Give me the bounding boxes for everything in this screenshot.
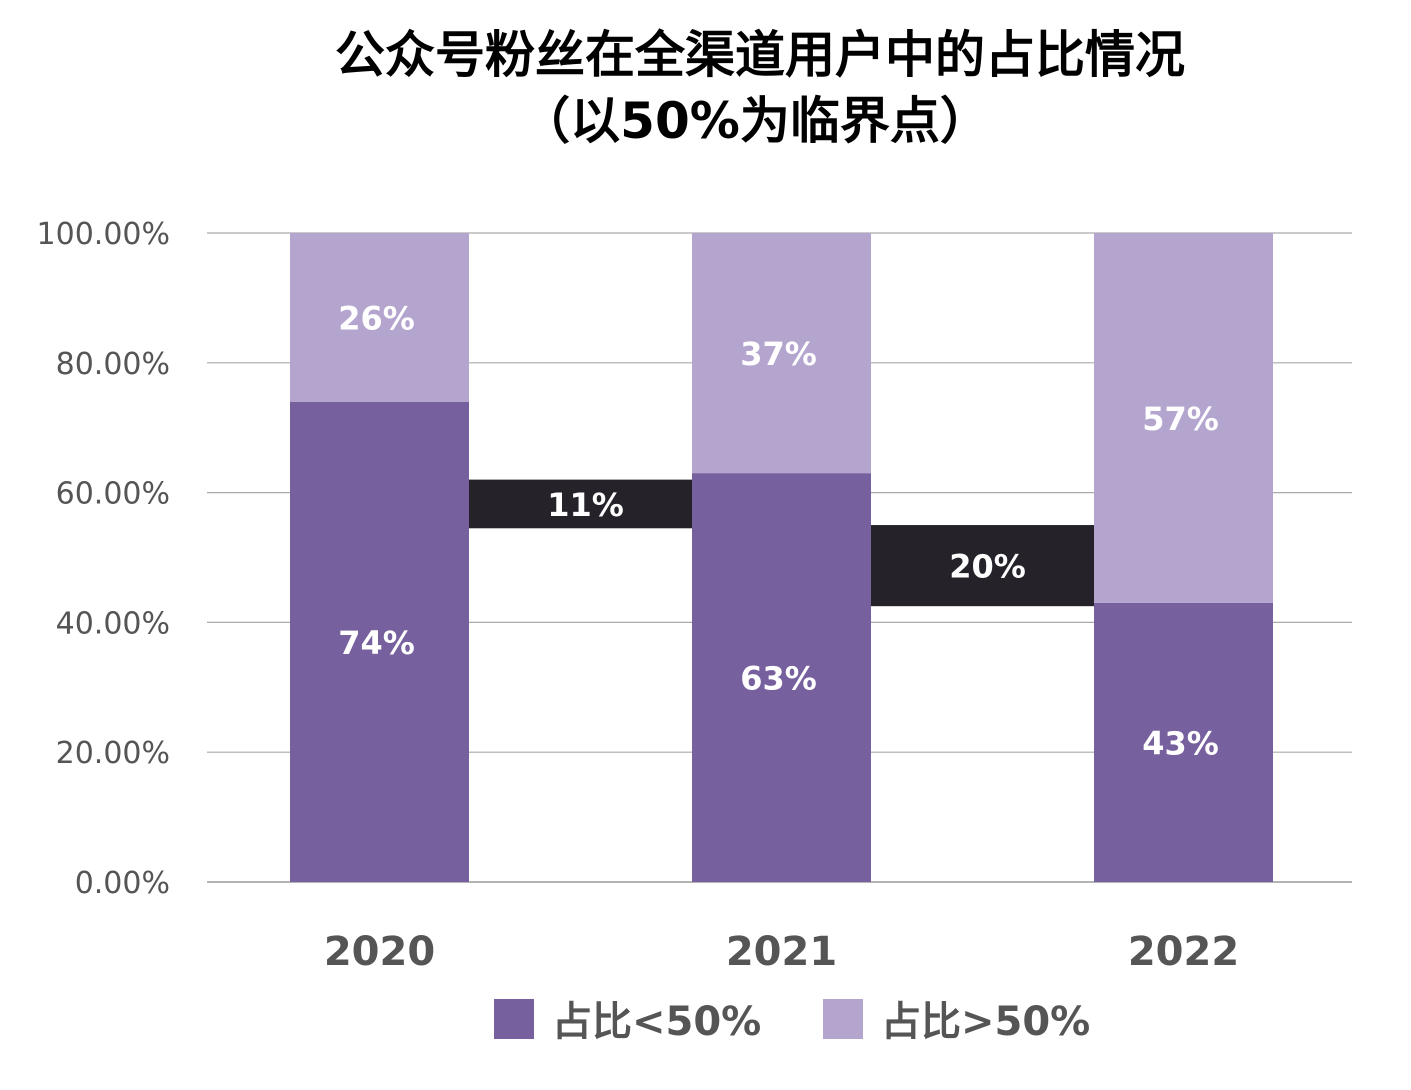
subtitle-line: （以50%为临界点） [520, 92, 990, 150]
data-label: 26% [338, 299, 415, 337]
data-label: 57% [1142, 400, 1219, 438]
legend-label: 占比<50% [552, 999, 761, 1045]
bar-segment [290, 233, 469, 402]
bar-segment [692, 233, 871, 474]
y-tick-label: 60.00% [56, 477, 170, 512]
bar-segment [290, 401, 469, 882]
legend-swatch [823, 999, 863, 1039]
y-tick-label: 100.00% [37, 217, 170, 252]
data-label: 37% [740, 335, 817, 373]
chart-title: 公众号粉丝在全渠道用户中的占比情况 （以50%为临界点） [0, 22, 1411, 154]
x-tick-label: 2022 [1128, 929, 1239, 975]
y-tick-label: 40.00% [56, 606, 170, 641]
x-tick-label: 2021 [726, 929, 837, 975]
difference-box [469, 479, 692, 529]
y-tick-label: 20.00% [56, 736, 170, 771]
x-tick-label: 2020 [324, 929, 435, 975]
legend-label: 占比>50% [881, 999, 1090, 1045]
y-tick-label: 0.00% [75, 866, 170, 901]
difference-box [871, 525, 1094, 607]
bar-segment [692, 473, 871, 882]
data-label: 74% [338, 624, 415, 662]
data-label: 43% [1142, 724, 1219, 762]
bar-segment [1094, 602, 1273, 882]
data-label: 63% [740, 660, 817, 698]
difference-label: 20% [949, 548, 1026, 586]
title-line: 公众号粉丝在全渠道用户中的占比情况 [335, 26, 1185, 84]
legend-swatch [494, 999, 534, 1039]
bar-segment [1094, 233, 1273, 603]
difference-label: 11% [547, 486, 624, 524]
y-tick-label: 80.00% [56, 347, 170, 382]
